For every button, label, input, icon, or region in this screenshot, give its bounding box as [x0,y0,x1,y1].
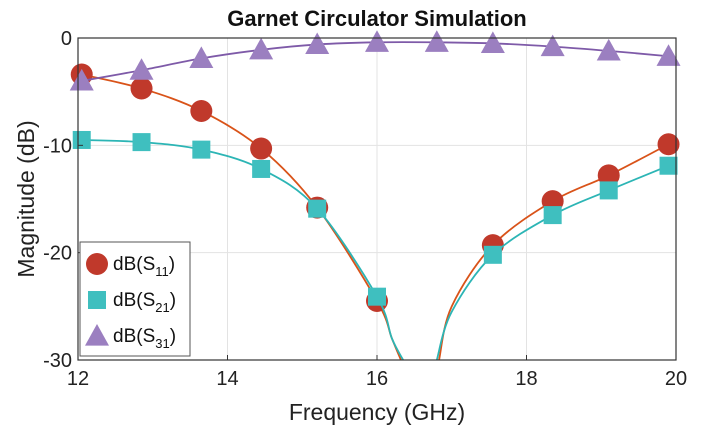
series-line [81,139,404,360]
data-point [424,30,449,52]
data-point [69,68,94,91]
x-tick-label: 18 [515,368,537,390]
x-tick-label: 12 [67,368,89,390]
data-point [252,159,271,178]
data-point [130,77,153,100]
y-tick-label: -30 [43,350,72,372]
series-line [438,143,669,360]
data-point [368,287,386,306]
data-point [365,30,389,52]
x-tick-label: 20 [665,368,687,390]
data-point [132,133,151,152]
data-point [657,133,680,156]
data-point [189,46,214,68]
legend-label: dB(S31) [113,326,176,351]
data-point [480,31,505,53]
y-tick-label: -20 [43,243,72,265]
series-2 [69,30,681,91]
data-point [656,44,681,66]
data-point [308,199,327,218]
chart-title: Garnet Circulator Simulation [227,6,527,31]
data-point [483,245,502,264]
data-point [249,37,274,60]
legend-marker [85,324,109,346]
y-tick-label: 0 [61,28,72,50]
legend-label: dB(S21) [113,290,176,315]
data-point [597,164,620,187]
x-tick-label: 16 [366,368,388,390]
axis-ticks: 12 14 16 18 20 0 -10 -20 -30 [43,28,687,390]
legend-label: dB(S11) [113,254,175,279]
data-point [596,38,621,61]
data-point [543,206,562,225]
data-point [540,34,565,57]
data-point [192,140,211,159]
x-axis-label: Frequency (GHz) [289,399,465,425]
data-point [190,99,213,122]
legend-marker [86,253,108,275]
legend: dB(S11) dB(S21) dB(S31) [79,241,191,357]
x-tick-label: 14 [216,368,238,390]
data-point [599,181,618,200]
data-point [305,32,330,55]
data-point [72,130,91,149]
legend-marker [88,291,106,309]
plot-series [69,30,681,360]
data-point [659,156,678,175]
data-point [250,137,273,160]
y-axis-label: Magnitude (dB) [13,120,39,277]
data-point [129,58,154,80]
series-1 [72,130,678,360]
y-tick-label: -10 [43,135,72,157]
